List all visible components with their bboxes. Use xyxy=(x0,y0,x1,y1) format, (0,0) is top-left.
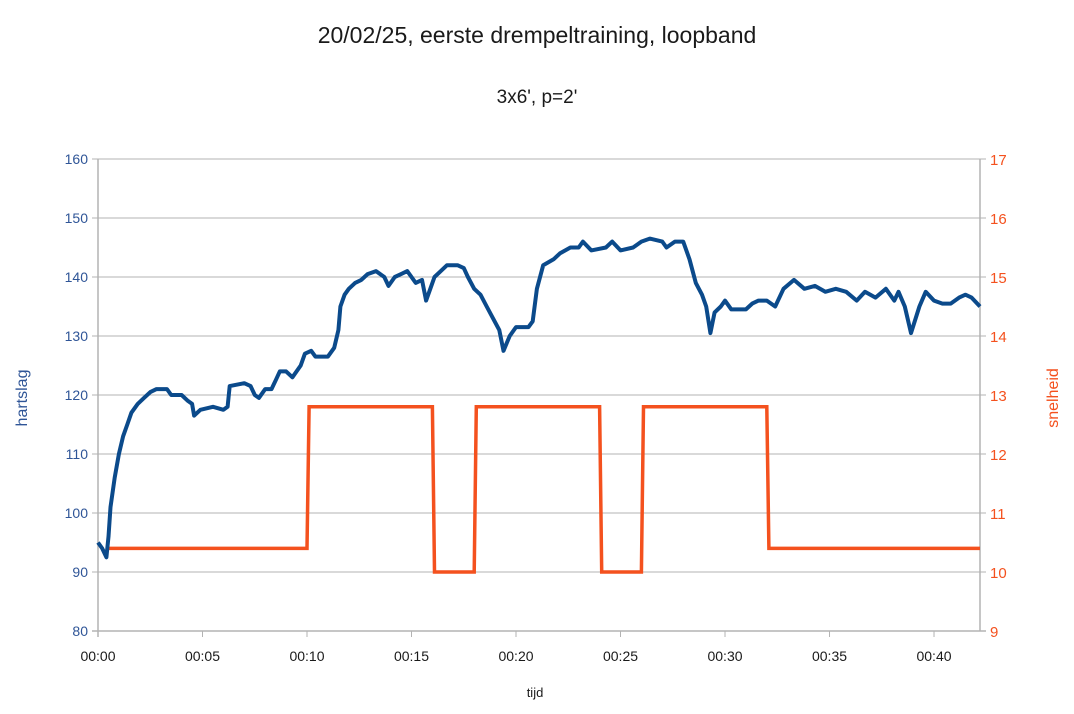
axes xyxy=(92,159,986,637)
right-axis-ticks: 9 10 11 12 13 14 15 16 17 xyxy=(980,152,1007,641)
x-axis-title: tijd xyxy=(527,685,544,700)
x-tick-label: 00:15 xyxy=(394,648,429,664)
left-tick-label: 80 xyxy=(72,623,88,639)
heart-rate-line xyxy=(96,236,982,560)
x-tick-label: 00:25 xyxy=(603,648,638,664)
left-tick-label: 140 xyxy=(65,269,89,285)
right-axis-title: snelheid xyxy=(1045,368,1062,428)
left-axis-ticks: 80 90 100 110 120 130 140 150 160 xyxy=(65,151,98,639)
x-tick-label: 00:00 xyxy=(80,648,115,664)
chart-title: 20/02/25, eerste drempeltraining, loopba… xyxy=(317,22,757,48)
x-tick-label: 00:35 xyxy=(812,648,847,664)
speed-line xyxy=(106,405,980,574)
left-tick-label: 130 xyxy=(65,328,89,344)
right-tick-label: 10 xyxy=(990,565,1007,582)
left-tick-label: 90 xyxy=(72,564,88,580)
chart-subtitle: 3x6', p=2' xyxy=(496,87,578,108)
right-tick-label: 13 xyxy=(990,388,1007,405)
right-tick-label: 9 xyxy=(990,624,998,641)
x-tick-label: 00:40 xyxy=(916,648,951,664)
right-tick-label: 15 xyxy=(990,270,1007,287)
left-tick-label: 120 xyxy=(65,387,89,403)
x-tick-label: 00:20 xyxy=(498,648,533,664)
x-tick-label: 00:10 xyxy=(289,648,324,664)
right-tick-label: 16 xyxy=(990,211,1007,228)
left-tick-label: 150 xyxy=(65,210,89,226)
x-axis-ticks: 00:00 00:05 00:10 00:15 00:20 00:25 00:30 00:35… xyxy=(80,631,952,664)
right-tick-label: 12 xyxy=(990,447,1007,464)
right-tick-label: 17 xyxy=(990,152,1007,169)
left-tick-label: 100 xyxy=(65,505,89,521)
right-tick-label: 11 xyxy=(990,506,1006,523)
left-tick-label: 160 xyxy=(65,151,89,167)
x-tick-label: 00:30 xyxy=(707,648,742,664)
left-tick-label: 110 xyxy=(66,446,89,462)
x-tick-label: 00:05 xyxy=(185,648,220,664)
right-tick-label: 14 xyxy=(990,329,1007,346)
left-axis-title: hartslag xyxy=(14,370,31,427)
